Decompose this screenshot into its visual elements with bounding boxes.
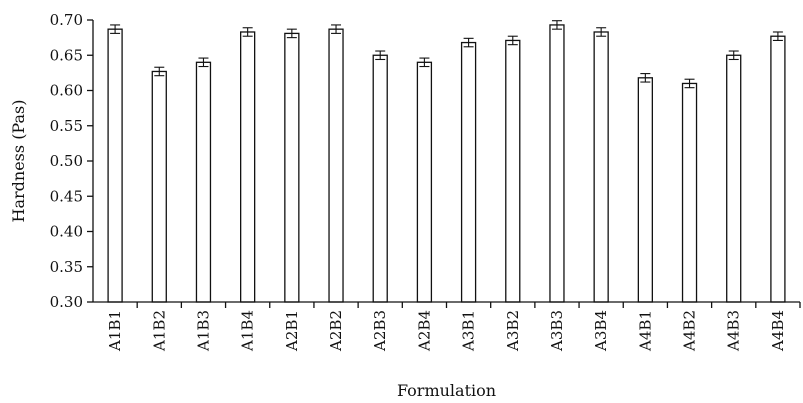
bar bbox=[284, 32, 300, 303]
bar bbox=[549, 24, 565, 303]
bar bbox=[107, 28, 123, 303]
error-bars-group bbox=[110, 20, 783, 89]
bar bbox=[505, 39, 521, 303]
y-tick-label: 0.60 bbox=[50, 82, 83, 100]
x-tick-label: A4B2 bbox=[681, 310, 699, 352]
bar bbox=[460, 41, 477, 303]
y-tick-label: 0.45 bbox=[50, 187, 83, 205]
x-tick-label: A1B4 bbox=[239, 310, 257, 352]
bar bbox=[372, 54, 388, 303]
y-tick-label: 0.35 bbox=[50, 258, 83, 276]
x-tick-label: A3B3 bbox=[548, 310, 566, 352]
bar bbox=[328, 28, 344, 303]
x-tick-label: A2B1 bbox=[283, 310, 301, 352]
x-tick-label: A4B1 bbox=[636, 310, 654, 352]
bars-group bbox=[107, 24, 786, 303]
bar bbox=[637, 77, 653, 303]
x-tick-label: A2B3 bbox=[371, 310, 389, 352]
y-tick-label: 0.65 bbox=[50, 46, 83, 64]
y-tick-label: 0.30 bbox=[50, 293, 83, 311]
x-tick-label: A1B2 bbox=[150, 310, 168, 352]
x-tick-label: A2B4 bbox=[415, 310, 433, 352]
x-axis-ticks: A1B1 A1B2 A1B3 A1B4 A2B1 A2B2 A2B3 A2B4 A3B1 A3B2… bbox=[106, 302, 801, 352]
y-axis-title: Hardness (Pas) bbox=[9, 100, 28, 223]
bar bbox=[195, 61, 212, 303]
y-axis-ticks: 0.30 0.35 0.40 0.45 0.50 0.55 0.60 0.65 0.70 bbox=[50, 11, 93, 311]
x-tick-label: A3B2 bbox=[504, 310, 522, 352]
x-tick-label: A1B1 bbox=[106, 310, 124, 352]
x-tick-label: A3B1 bbox=[460, 310, 478, 352]
x-tick-label: A2B2 bbox=[327, 310, 345, 352]
bar bbox=[770, 35, 786, 303]
x-tick-label: A4B3 bbox=[725, 310, 743, 352]
bar bbox=[416, 61, 433, 303]
x-tick-label: A3B4 bbox=[592, 310, 610, 352]
bar bbox=[726, 54, 742, 303]
bar bbox=[240, 31, 256, 303]
bar bbox=[593, 31, 609, 303]
bar bbox=[151, 70, 167, 303]
y-tick-label: 0.50 bbox=[50, 152, 83, 170]
x-tick-label: A1B3 bbox=[194, 310, 212, 352]
y-tick-label: 0.70 bbox=[50, 11, 83, 29]
y-tick-label: 0.40 bbox=[50, 223, 83, 241]
x-tick-label: A4B4 bbox=[769, 310, 787, 352]
y-tick-label: 0.55 bbox=[50, 117, 83, 135]
bar bbox=[681, 82, 698, 303]
x-axis-title: Formulation bbox=[397, 381, 496, 400]
